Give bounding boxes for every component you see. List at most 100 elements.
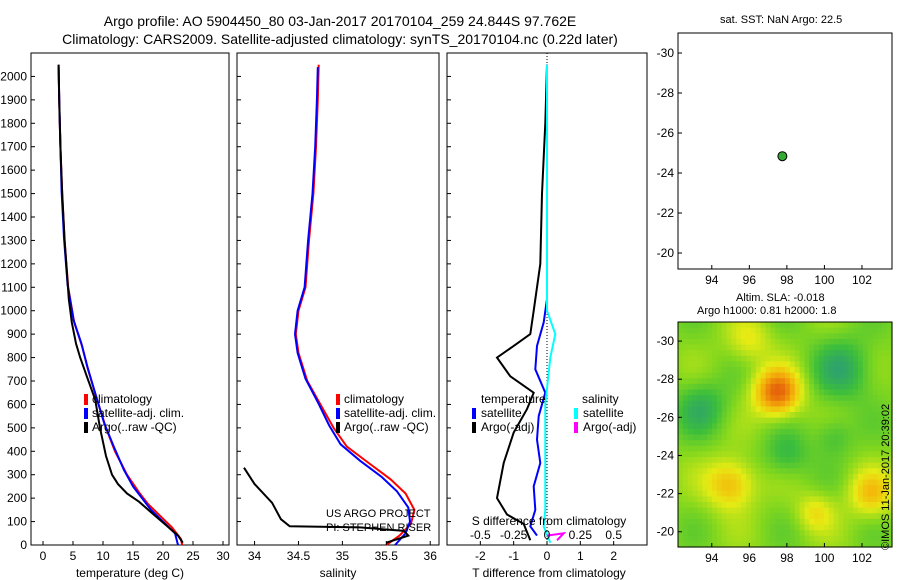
sla-heatmap-cell [848, 518, 854, 526]
sla-heatmap-cell [838, 395, 844, 402]
sla-heatmap-cell [780, 322, 786, 329]
sla-heatmap-cell [702, 338, 708, 346]
sla-heatmap-cell [692, 507, 699, 514]
sla-heatmap-cell [799, 468, 806, 475]
sla-heatmap-cell [789, 389, 796, 396]
sla-heatmap-cell [692, 344, 699, 351]
sla-heatmap-cell [819, 468, 825, 475]
sla-heatmap-cell [867, 423, 874, 430]
sla-heatmap-cell [716, 468, 723, 475]
sst-lat-tick-label: -20 [657, 246, 675, 260]
sla-heatmap-cell [809, 389, 815, 396]
sla-line-2: Argo h1000: 0.81 h2000: 1.8 [697, 305, 837, 317]
sla-heatmap-cell [823, 383, 830, 391]
sla-heatmap-cell [707, 428, 713, 436]
sla-heatmap-cell [789, 490, 796, 497]
sla-heatmap-cell [887, 479, 893, 486]
sla-heatmap-cell [736, 541, 742, 548]
sla-heatmap-cell [867, 367, 874, 374]
sla-heatmap-cell [799, 417, 806, 424]
sla-heatmap-cell [877, 406, 883, 413]
sla-heatmap-cell [785, 457, 791, 464]
sla-heatmap-cell [726, 468, 733, 475]
sla-heatmap-cell [687, 412, 694, 419]
sla-heatmap-cell [794, 457, 801, 464]
sla-heatmap-cell [697, 327, 703, 334]
sla-heatmap-cell [726, 518, 733, 526]
sla-heatmap-cell [848, 479, 854, 486]
sla-heatmap-cell [828, 367, 835, 374]
sla-heatmap-cell [862, 322, 869, 329]
sla-heatmap-cell [755, 389, 762, 396]
sla-heatmap-cell [726, 327, 733, 334]
sla-heatmap-cell [721, 524, 728, 531]
sla-heatmap-cell [692, 400, 699, 407]
sla-heatmap-cell [857, 367, 864, 374]
sla-heatmap-cell [755, 479, 762, 486]
sla-heatmap-cell [775, 389, 781, 396]
sla-heatmap-cell [809, 445, 815, 452]
sla-heatmap-cell [746, 367, 752, 374]
difference-legend-swatch [574, 422, 578, 433]
sla-heatmap-cell [775, 338, 781, 346]
sla-heatmap-cell [853, 518, 859, 526]
sla-heatmap-cell [804, 400, 810, 407]
sla-heatmap-cell [785, 367, 791, 374]
sla-heatmap-cell [862, 451, 869, 458]
sla-heatmap-cell [843, 423, 849, 430]
sla-heatmap-cell [882, 445, 888, 452]
sal-diff-tick-label: -0.25 [500, 528, 528, 542]
difference-series-line [495, 64, 548, 541]
sla-heatmap-cell [853, 457, 859, 464]
sla-heatmap-cell [726, 406, 733, 413]
sla-heatmap-cell [682, 507, 689, 514]
sla-heatmap-cell [755, 400, 762, 407]
sla-heatmap-cell [716, 372, 723, 379]
sla-heatmap-cell [702, 457, 708, 464]
sla-heatmap-cell [887, 428, 893, 436]
sla-heatmap-cell [862, 327, 869, 334]
sla-heatmap-cell [678, 513, 684, 520]
sla-heatmap-cell [789, 468, 796, 475]
sla-heatmap-cell [814, 367, 820, 374]
sst-lon-tick-label: 102 [852, 273, 872, 287]
sla-heatmap-cell [746, 507, 752, 514]
sla-heatmap-cell [843, 473, 849, 481]
sla-heatmap-cell [828, 355, 835, 362]
sla-heatmap-cell [775, 434, 781, 441]
sla-heatmap-cell [862, 428, 869, 436]
sla-heatmap-cell [828, 412, 835, 419]
temperature-axis-tick-label: 20 [156, 549, 170, 563]
sla-heatmap-cell [843, 479, 849, 486]
sla-heatmap-cell [750, 344, 757, 351]
sla-heatmap-cell [843, 322, 849, 329]
sla-heatmap-cell [823, 378, 830, 385]
sla-heatmap-cell [726, 541, 733, 548]
temp-diff-axis-tick-label: -1 [508, 549, 519, 563]
sla-heatmap-cell [857, 518, 864, 526]
sla-heatmap-cell [678, 428, 684, 436]
sla-heatmap-cell [814, 479, 820, 486]
sla-heatmap-cell [877, 383, 883, 391]
sla-heatmap-cell [838, 333, 844, 340]
sla-heatmap-cell [848, 535, 854, 542]
sla-heatmap-cell [702, 383, 708, 391]
sla-heatmap-cell [775, 333, 781, 340]
sla-heatmap-cell [682, 535, 689, 542]
sla-heatmap-cell [750, 513, 757, 520]
sla-heatmap-cell [848, 434, 854, 441]
sla-heatmap-cell [819, 322, 825, 329]
sla-heatmap-cell [838, 417, 844, 424]
sla-heatmap-cell [799, 355, 806, 362]
sla-heatmap-cell [857, 490, 864, 497]
sla-heatmap-cell [726, 530, 733, 537]
sla-heatmap-cell [804, 383, 810, 391]
sla-heatmap-cell [741, 395, 747, 402]
sla-heatmap-cell [843, 344, 849, 351]
sla-heatmap-cell [877, 530, 883, 537]
sla-heatmap-cell [726, 372, 733, 379]
sla-heatmap-cell [741, 400, 747, 407]
sla-heatmap-cell [755, 395, 762, 402]
sla-heatmap-cell [814, 535, 820, 542]
sla-heatmap-cell [770, 372, 776, 379]
